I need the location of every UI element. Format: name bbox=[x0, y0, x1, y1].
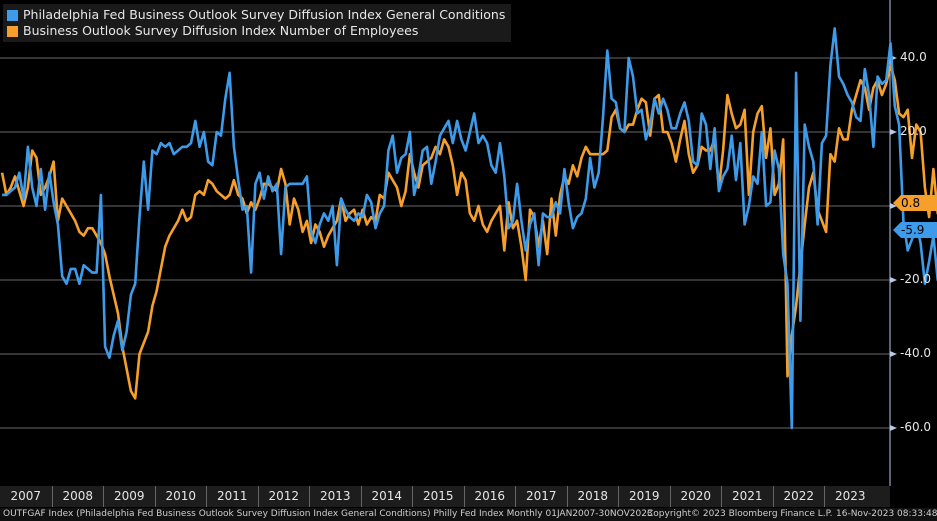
y-tick-label: -40.0 bbox=[900, 346, 932, 360]
last-value-badge-general: -5.9 bbox=[893, 222, 937, 238]
legend: Philadelphia Fed Business Outlook Survey… bbox=[3, 4, 512, 42]
x-tick-label: 2013 bbox=[309, 486, 361, 507]
x-tick-label: 2015 bbox=[412, 486, 464, 507]
x-tick-label: 2022 bbox=[772, 486, 825, 507]
y-tick-mark bbox=[890, 277, 897, 283]
legend-label-general-conditions: Philadelphia Fed Business Outlook Survey… bbox=[23, 7, 506, 22]
y-tick-label: -60.0 bbox=[900, 420, 932, 434]
y-tick-label: -20.0 bbox=[900, 272, 932, 286]
y-tick-label: 40.0 bbox=[900, 50, 927, 64]
y-tick-mark bbox=[890, 425, 897, 431]
legend-swatch-general-conditions bbox=[7, 9, 18, 21]
legend-item-general-conditions[interactable]: Philadelphia Fed Business Outlook Survey… bbox=[7, 7, 505, 23]
x-tick-label: 2014 bbox=[360, 486, 413, 507]
x-tick-label: 2018 bbox=[566, 486, 619, 507]
footer: OUTFGAF Index (Philadelphia Fed Business… bbox=[0, 508, 937, 521]
x-tick-label: 2023 bbox=[824, 486, 876, 507]
legend-label-employees: Business Outlook Survey Diffusion Index … bbox=[23, 23, 419, 38]
x-tick-label: 2020 bbox=[669, 486, 722, 507]
legend-item-employees[interactable]: Business Outlook Survey Diffusion Index … bbox=[7, 23, 505, 39]
x-tick-label: 2019 bbox=[618, 486, 670, 507]
x-tick-label: 2007 bbox=[10, 489, 42, 503]
footer-description: OUTFGAF Index (Philadelphia Fed Business… bbox=[3, 509, 653, 519]
y-tick-mark bbox=[890, 129, 897, 135]
footer-copyright: Copyright© 2023 Bloomberg Finance L.P. bbox=[647, 509, 833, 519]
y-tick-label: 20.0 bbox=[900, 124, 927, 138]
x-tick-label: 2012 bbox=[257, 486, 310, 507]
x-tick-label: 2021 bbox=[721, 486, 773, 507]
y-tick-mark bbox=[890, 351, 897, 357]
last-value-badge-employees: 0.8 bbox=[893, 195, 937, 211]
x-tick-label: 2010 bbox=[154, 486, 207, 507]
x-tick-label: 2008 bbox=[51, 486, 104, 507]
series-line-general-conditions bbox=[2, 27, 937, 430]
x-tick-label: 2009 bbox=[103, 486, 155, 507]
series-layer bbox=[0, 27, 937, 430]
x-tick-label: 2016 bbox=[463, 486, 516, 507]
x-tick-label: 2011 bbox=[206, 486, 258, 507]
right-axis-ticks bbox=[890, 55, 897, 431]
x-tick-label: 2017 bbox=[515, 486, 567, 507]
y-tick-mark bbox=[890, 203, 897, 209]
footer-timestamp: 16-Nov-2023 08:33:48 bbox=[836, 509, 937, 519]
x-axis-year-bar: 2007 2008 2009 2010 2011 2012 2013 2014 2015 2016… bbox=[0, 486, 890, 507]
legend-swatch-employees bbox=[7, 25, 18, 37]
